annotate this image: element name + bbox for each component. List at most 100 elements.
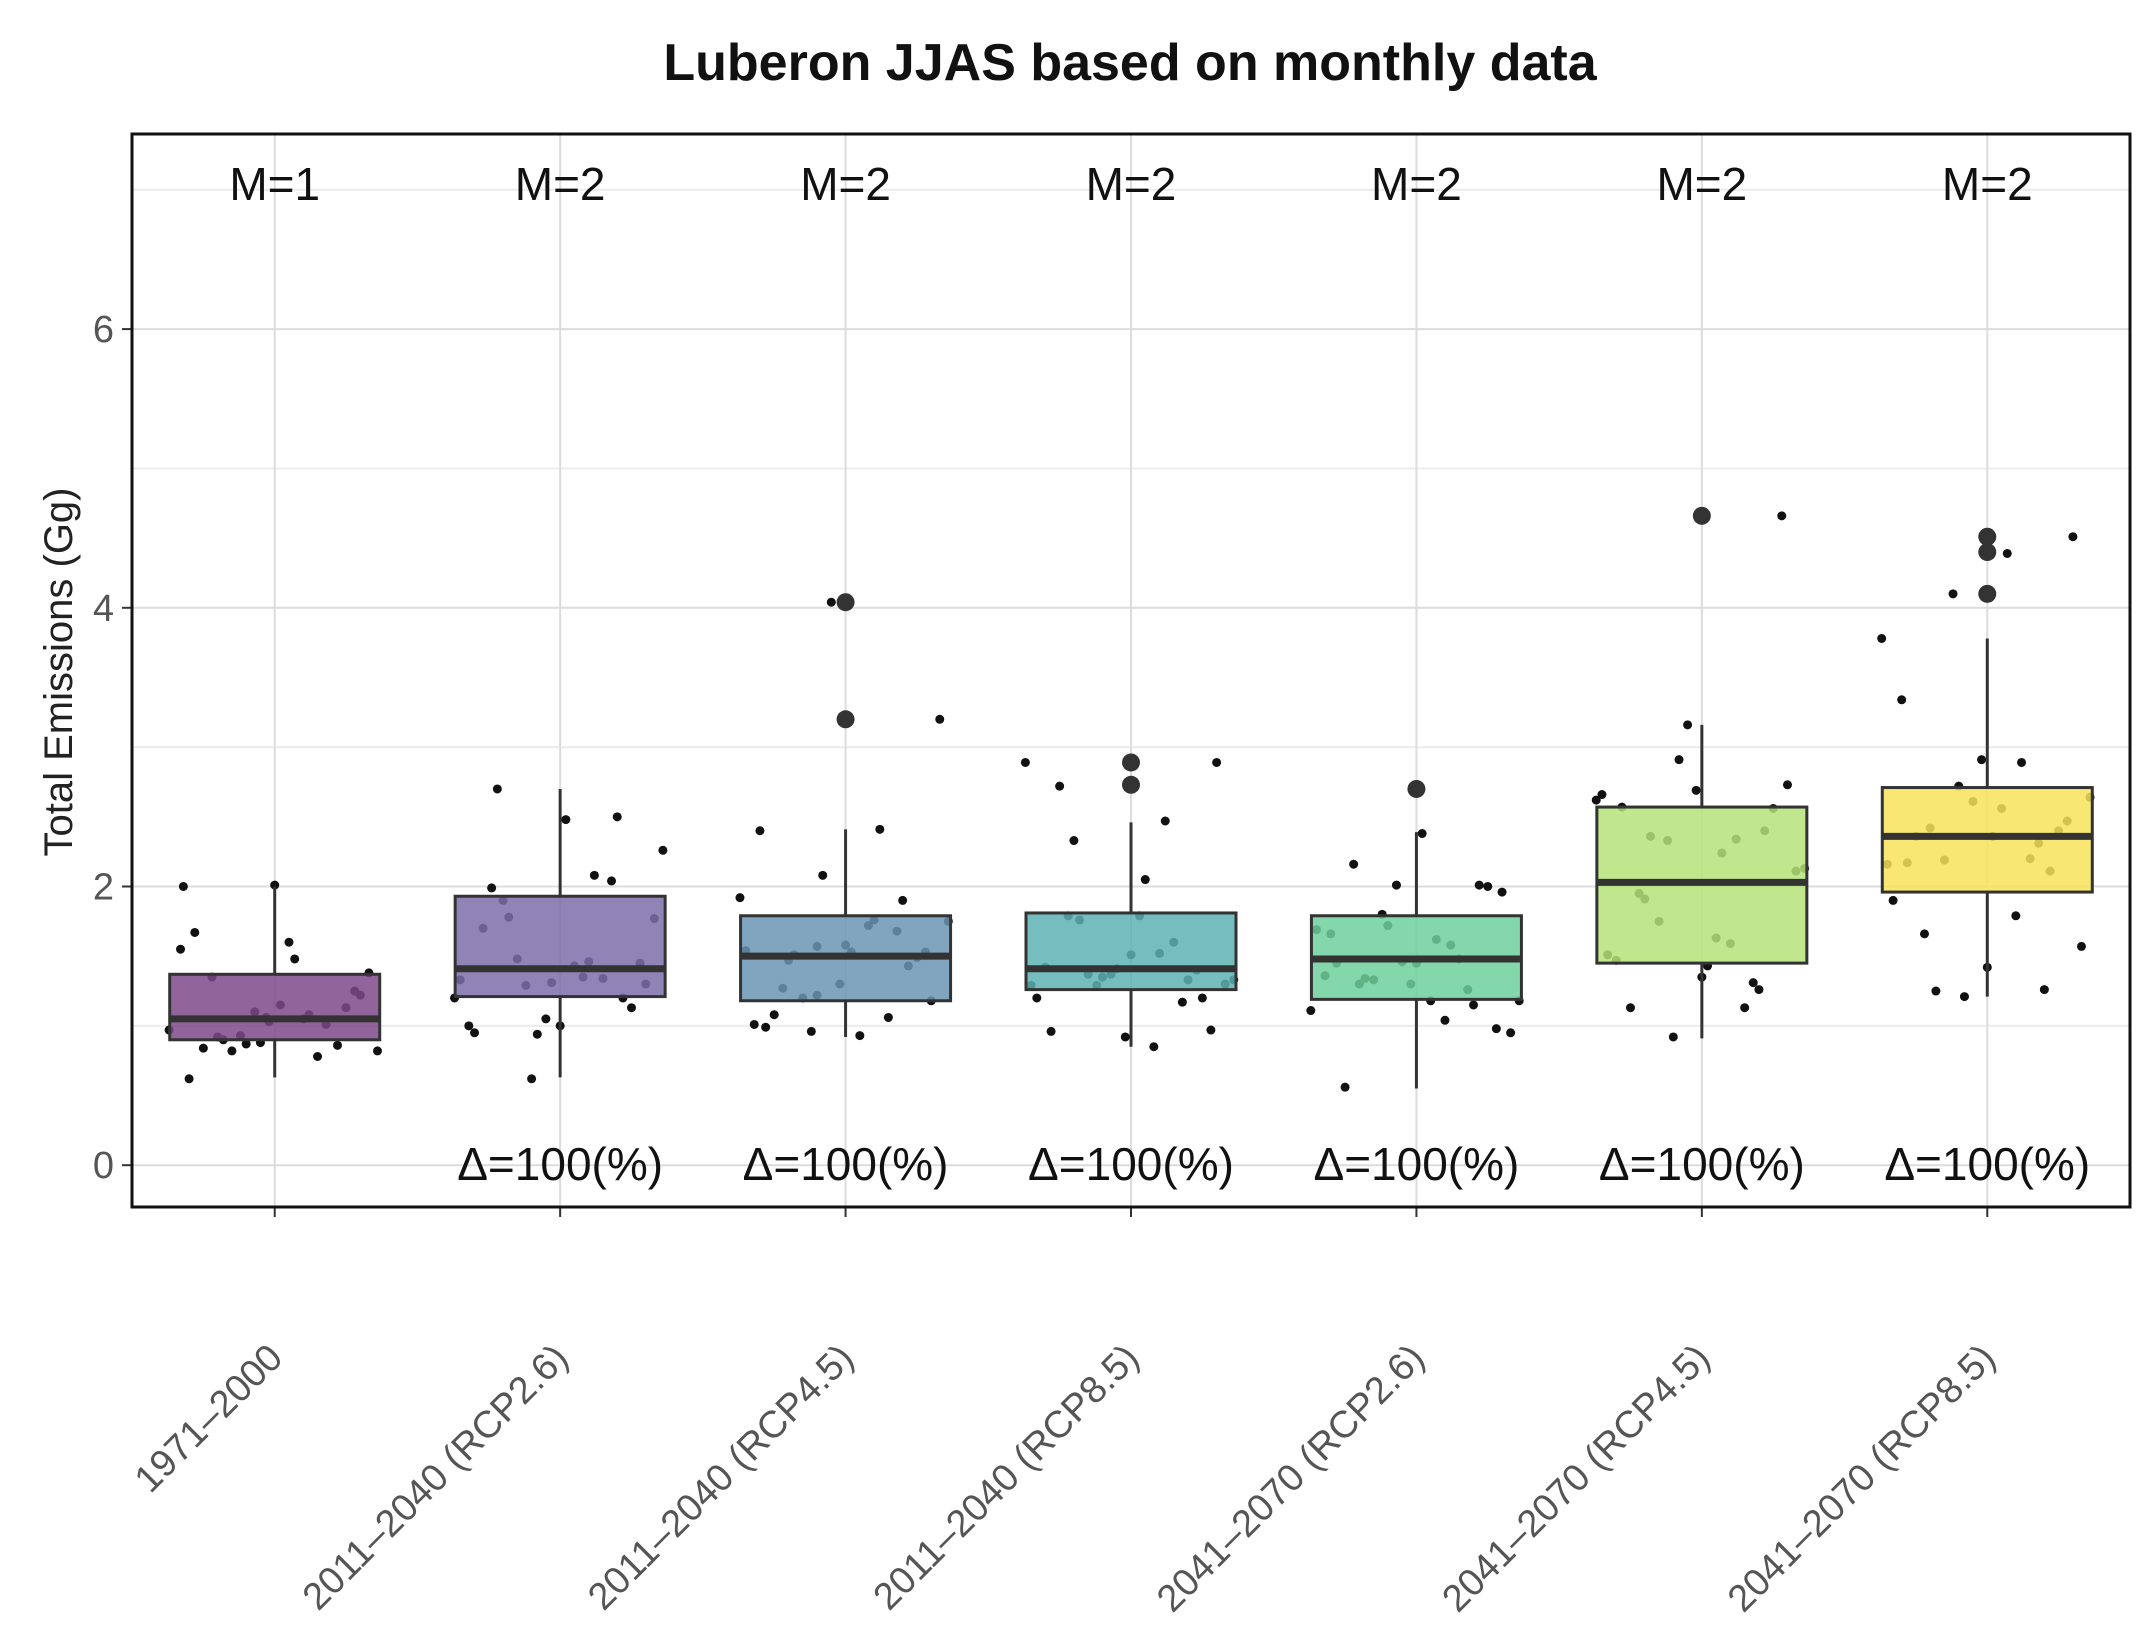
data-point bbox=[1740, 1003, 1750, 1013]
delta-label: Δ=100(%) bbox=[1884, 1138, 2090, 1190]
data-point bbox=[1340, 1082, 1350, 1092]
delta-label: Δ=100(%) bbox=[457, 1138, 663, 1190]
data-point bbox=[1674, 755, 1684, 765]
x-tick-label: 2011–2040 (RCP2.6) bbox=[295, 1337, 577, 1619]
data-point bbox=[883, 1012, 893, 1022]
outlier-point bbox=[1692, 506, 1711, 525]
data-point bbox=[176, 944, 186, 954]
data-point bbox=[1032, 993, 1042, 1003]
data-point bbox=[372, 1046, 382, 1056]
data-point bbox=[1206, 1025, 1216, 1035]
data-point bbox=[1177, 997, 1187, 1007]
data-point bbox=[464, 1021, 474, 1031]
x-tick-label: 2041–2070 (RCP4.5) bbox=[1435, 1337, 1719, 1621]
data-point bbox=[313, 1052, 323, 1062]
data-point bbox=[1212, 757, 1222, 767]
data-point bbox=[875, 824, 885, 834]
data-point bbox=[1777, 511, 1787, 521]
data-point bbox=[333, 1040, 343, 1050]
data-point bbox=[735, 893, 745, 903]
x-tick-label: 1971–2000 bbox=[127, 1337, 291, 1501]
data-point bbox=[1597, 790, 1607, 800]
data-point bbox=[1782, 780, 1792, 790]
data-point bbox=[541, 1014, 551, 1024]
outlier-point bbox=[1978, 543, 1997, 562]
delta-label: Δ=100(%) bbox=[1313, 1138, 1519, 1190]
sample-count-label: M=2 bbox=[1656, 158, 1747, 210]
data-point bbox=[935, 714, 945, 724]
sample-count-label: M=2 bbox=[1371, 158, 1462, 210]
box-layer bbox=[168, 506, 2094, 1089]
data-point bbox=[241, 1039, 251, 1049]
data-point bbox=[658, 845, 668, 855]
data-point bbox=[1977, 755, 1987, 765]
sample-count-label: M=2 bbox=[800, 158, 891, 210]
y-tick-label: 2 bbox=[93, 866, 114, 908]
outlier-point bbox=[1407, 779, 1426, 798]
y-tick-label: 6 bbox=[93, 309, 114, 351]
data-point bbox=[487, 883, 497, 893]
data-point bbox=[470, 1028, 480, 1038]
data-point bbox=[2011, 911, 2021, 921]
data-point bbox=[492, 784, 502, 794]
delta-label: Δ=100(%) bbox=[1028, 1138, 1234, 1190]
data-point bbox=[184, 1074, 194, 1084]
data-point bbox=[227, 1046, 237, 1056]
data-point bbox=[607, 876, 617, 886]
data-point bbox=[1055, 781, 1065, 791]
data-point bbox=[1160, 816, 1170, 826]
data-point bbox=[1754, 985, 1764, 995]
data-point bbox=[1748, 978, 1758, 988]
outlier-point bbox=[1978, 584, 1997, 603]
delta-label: Δ=100(%) bbox=[1599, 1138, 1805, 1190]
box bbox=[453, 894, 667, 999]
data-point bbox=[1469, 1000, 1479, 1010]
x-tick-label: 2011–2040 (RCP4.5) bbox=[580, 1337, 862, 1619]
x-tick-label: 2011–2040 (RCP8.5) bbox=[866, 1337, 1148, 1619]
sample-count-label: M=2 bbox=[1086, 158, 1177, 210]
data-point bbox=[1474, 880, 1484, 890]
data-point bbox=[527, 1074, 537, 1084]
data-point bbox=[1349, 859, 1359, 869]
data-point bbox=[612, 812, 622, 822]
data-point bbox=[1897, 695, 1907, 705]
plot-frame bbox=[130, 132, 2132, 1209]
data-point bbox=[755, 826, 765, 836]
data-point bbox=[1491, 1024, 1501, 1034]
outlier-point bbox=[836, 593, 855, 612]
data-point bbox=[627, 1003, 636, 1013]
data-point bbox=[589, 870, 599, 880]
data-point bbox=[1506, 1028, 1516, 1038]
y-tick-label: 0 bbox=[93, 1145, 114, 1187]
data-point bbox=[284, 937, 294, 947]
data-point bbox=[1020, 757, 1030, 767]
data-point bbox=[1948, 589, 1958, 599]
data-point bbox=[1140, 875, 1150, 885]
data-point bbox=[1668, 1032, 1678, 1042]
data-point bbox=[1626, 1003, 1635, 1013]
chart-title: Luberon JJAS based on monthly data bbox=[663, 34, 1597, 92]
data-point bbox=[2002, 548, 2012, 558]
box bbox=[1024, 911, 1238, 992]
data-point bbox=[1959, 992, 1969, 1002]
data-point bbox=[1046, 1026, 1056, 1036]
data-point bbox=[1391, 880, 1401, 890]
data-point bbox=[1591, 795, 1601, 805]
data-point bbox=[818, 870, 828, 880]
data-point bbox=[270, 880, 280, 890]
data-point bbox=[178, 881, 188, 891]
data-point bbox=[2039, 985, 2049, 995]
outlier-point bbox=[1122, 753, 1140, 772]
data-point bbox=[1888, 895, 1898, 905]
outlier-point bbox=[836, 710, 855, 729]
data-point bbox=[198, 1043, 208, 1053]
sample-count-label: M=2 bbox=[1942, 158, 2033, 210]
data-point bbox=[1919, 929, 1929, 939]
y-tick-label: 4 bbox=[93, 588, 114, 630]
data-point bbox=[898, 895, 908, 905]
delta-label: Δ=100(%) bbox=[743, 1138, 949, 1190]
data-point bbox=[855, 1031, 865, 1041]
data-point bbox=[1197, 993, 1207, 1003]
sample-count-label: M=2 bbox=[515, 158, 606, 210]
